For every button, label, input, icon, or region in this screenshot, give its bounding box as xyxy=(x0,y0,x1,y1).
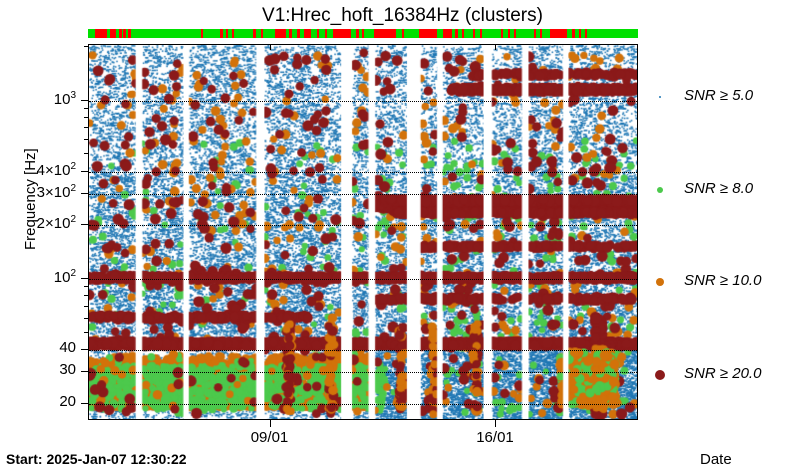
statusbar-segment xyxy=(533,29,536,38)
gridline-200 xyxy=(89,225,637,227)
x-tick-label-1: 16/01 xyxy=(476,429,514,446)
x-tick-0 xyxy=(269,420,271,427)
statusbar-segment xyxy=(479,29,483,38)
statusbar-segment xyxy=(462,29,465,38)
statusbar-segment xyxy=(232,29,235,38)
y-minor-tick xyxy=(84,192,88,194)
y-minor-tick xyxy=(84,371,88,373)
x-tick-label-0: 09/01 xyxy=(250,429,289,446)
legend-marker-3 xyxy=(655,370,665,380)
statusbar-segment xyxy=(578,29,581,38)
x-tick-1 xyxy=(495,420,496,427)
legend-marker-0 xyxy=(659,96,661,98)
gridline-30 xyxy=(89,372,637,374)
statusbar-segment xyxy=(200,29,203,38)
statusbar-segment xyxy=(508,29,511,38)
statusbar-segment xyxy=(356,29,360,38)
data-quality-statusbar xyxy=(88,29,638,38)
y-minor-tick xyxy=(84,305,88,307)
y-tick-label-30: 30 xyxy=(59,361,76,379)
x-tick-top-1 xyxy=(495,44,496,50)
statusbar-segment xyxy=(419,29,438,38)
legend-label-2: SNR ≥ 10.0 xyxy=(684,272,762,289)
statusbar-segment xyxy=(275,29,286,38)
y-tick-100 xyxy=(81,277,88,279)
y-tick-label-400: 4×102 xyxy=(36,160,76,179)
gridline-20 xyxy=(89,403,637,405)
legend-label-1: SNR ≥ 8.0 xyxy=(684,180,754,197)
y-minor-tick xyxy=(84,139,88,141)
statusbar-segment xyxy=(253,29,256,38)
statusbar-segment xyxy=(226,29,229,38)
y-minor-tick xyxy=(84,331,88,333)
statusbar-segment xyxy=(333,29,351,38)
y-minor-tick xyxy=(84,127,88,129)
y-minor-tick xyxy=(84,286,88,288)
statusbar-segment xyxy=(540,29,543,38)
gridline-1000 xyxy=(89,100,637,102)
statusbar-segment xyxy=(288,29,292,38)
gridline-100 xyxy=(89,278,637,280)
y-tick-label-20: 20 xyxy=(59,392,76,410)
statusbar-segment xyxy=(374,29,396,38)
gridline-40 xyxy=(89,349,637,351)
y-tick-label-1000: 103 xyxy=(53,89,76,108)
y-tick-label-300: 3×102 xyxy=(36,182,76,201)
statusbar-segment xyxy=(401,29,405,38)
statusbar-segment xyxy=(127,29,131,38)
scatter-plot-canvas xyxy=(89,45,637,419)
statusbar-segment xyxy=(361,29,365,38)
y-minor-tick xyxy=(84,402,88,404)
statusbar-segment xyxy=(297,29,300,38)
y-tick-1000 xyxy=(81,99,88,101)
gridline-300 xyxy=(89,193,637,195)
plot-frame xyxy=(88,44,638,420)
statusbar-segment xyxy=(572,29,575,38)
statusbar-segment xyxy=(94,29,107,38)
statusbar-segment xyxy=(455,29,458,38)
x-axis-title: Date xyxy=(700,451,732,468)
statusbar-segment xyxy=(118,29,122,38)
statusbar-segment xyxy=(473,29,476,38)
statusbar-segment xyxy=(500,29,503,38)
y-minor-tick xyxy=(84,116,88,118)
y-tick-label-200: 2×102 xyxy=(36,214,76,233)
y-tick-label-40: 40 xyxy=(59,338,76,356)
y-tick-label-100: 102 xyxy=(53,267,76,286)
statusbar-segment xyxy=(316,29,319,38)
statusbar-segment xyxy=(110,29,116,38)
statusbar-segment xyxy=(303,29,312,38)
legend-label-3: SNR ≥ 20.0 xyxy=(684,365,762,382)
statusbar-segment xyxy=(442,29,452,38)
y-minor-tick xyxy=(84,224,88,226)
statusbar-segment xyxy=(220,29,223,38)
y-minor-tick xyxy=(84,348,88,350)
y-minor-tick xyxy=(84,45,88,47)
y-minor-tick xyxy=(84,317,88,319)
legend-marker-1 xyxy=(657,187,663,193)
statusbar-segment xyxy=(260,29,263,38)
start-time-label: Start: 2025-Jan-07 12:30:22 xyxy=(6,451,187,467)
legend-label-0: SNR ≥ 5.0 xyxy=(684,87,754,104)
y-minor-tick xyxy=(84,170,88,172)
statusbar-segment xyxy=(324,29,328,38)
y-axis-title: Frequency [Hz] xyxy=(22,148,39,250)
y-minor-tick xyxy=(84,295,88,297)
statusbar-segment xyxy=(123,29,126,38)
statusbar-segment xyxy=(513,29,516,38)
x-tick-top-0 xyxy=(269,44,271,50)
gridline-400 xyxy=(89,171,637,173)
y-minor-tick xyxy=(84,107,88,109)
page-title: V1:Hrec_hoft_16384Hz (clusters) xyxy=(262,5,543,26)
statusbar-segment xyxy=(550,29,567,38)
statusbar-segment xyxy=(584,29,587,38)
y-minor-tick xyxy=(84,153,88,155)
legend-marker-2 xyxy=(656,278,664,286)
